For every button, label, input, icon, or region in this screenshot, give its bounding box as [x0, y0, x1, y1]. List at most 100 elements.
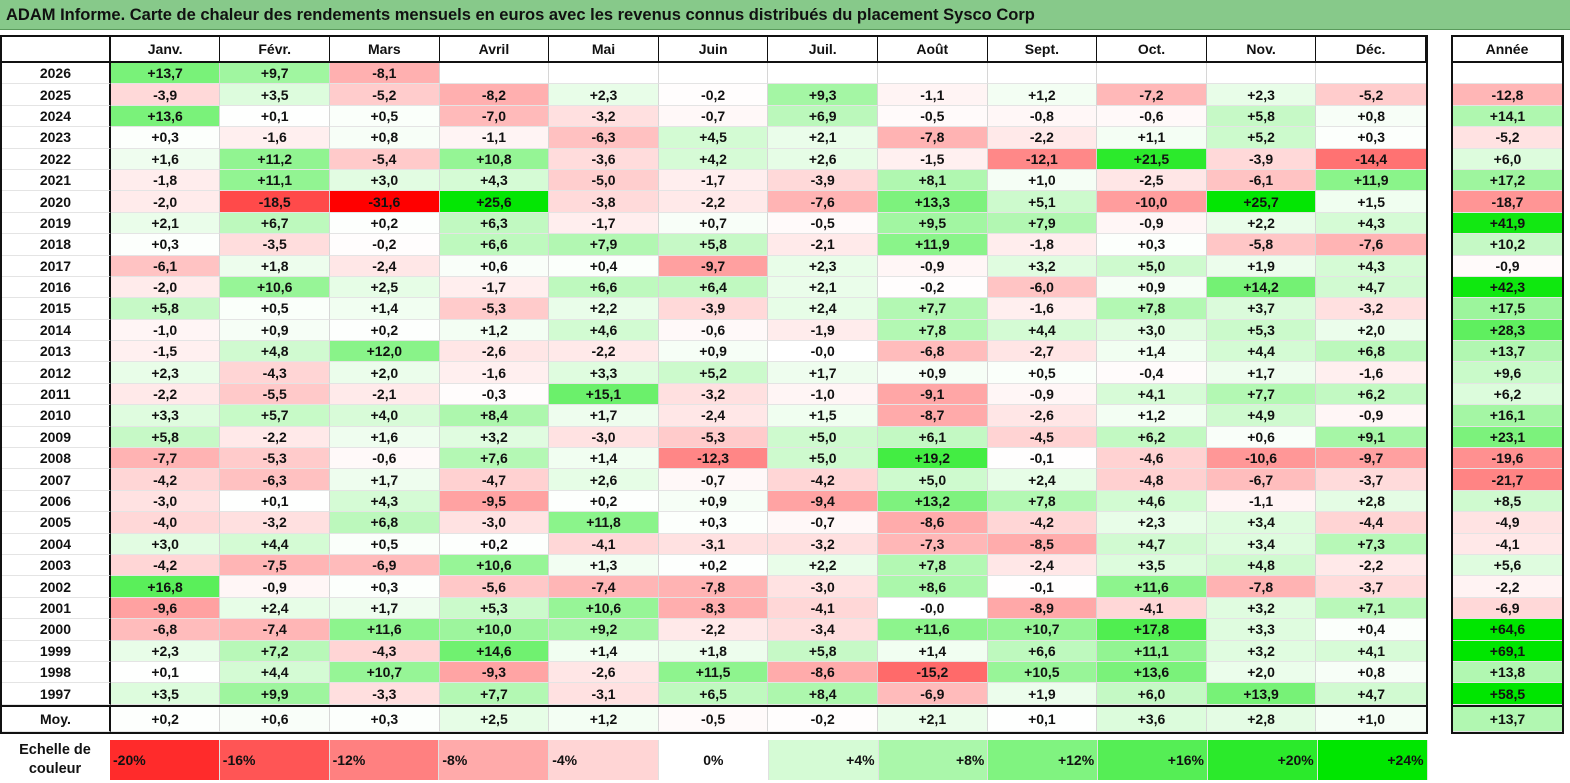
heatmap-cell: -3,5: [220, 234, 331, 256]
table-row: 2020 -2,0 -18,5 -31,6 +25,6 -3,8 -2,2 -7,6 +13,3…: [2, 191, 1426, 213]
heatmap-cell: -0,9: [987, 383, 1098, 406]
heatmap-cell: +9,2: [549, 619, 659, 641]
heatmap-cell: -2,2: [549, 341, 659, 363]
annual-cell: -18,7: [1453, 191, 1562, 213]
annual-row: -5,2: [1453, 127, 1562, 149]
year-label: 2005: [2, 512, 111, 534]
heatmap-cell: +5,0: [1097, 255, 1207, 277]
table-row: 2005 -4,0 -3,2 +6,8 -3,0 +11,8 +0,3 -0,7 -8,6 -4,…: [2, 512, 1426, 534]
heatmap-cell: -4,2: [987, 512, 1098, 534]
heatmap-cell: -3,7: [1316, 576, 1426, 598]
heatmap-cell: +10,6: [549, 597, 659, 620]
heatmap-cell: +0,6: [1206, 426, 1317, 449]
heatmap-cell: +0,9: [658, 341, 769, 363]
average-cell: +2,5: [439, 706, 550, 732]
heatmap-cell: -5,0: [549, 169, 659, 192]
annual-cell: +17,2: [1453, 169, 1562, 192]
heatmap-cell: -31,6: [330, 191, 440, 213]
heatmap-cell: -4,8: [1097, 469, 1207, 491]
table-row: 2017 -6,1 +1,8 -2,4 +0,6 +0,4 -9,7 +2,3 -0,9 +3,2…: [2, 255, 1426, 277]
heatmap-cell: +3,0: [330, 169, 440, 192]
annual-cell: +10,2: [1453, 234, 1562, 256]
annual-cell: +64,6: [1453, 619, 1562, 641]
heatmap-cell: +1,2: [439, 319, 550, 342]
heatmap-cell: +0,1: [110, 661, 221, 684]
heatmap-cell: -3,0: [549, 426, 659, 449]
heatmap-cell: +2,2: [1206, 212, 1317, 235]
year-label: 2023: [2, 127, 111, 149]
annual-cell: -21,7: [1453, 469, 1562, 491]
heatmap-cell: -0,2: [330, 234, 440, 256]
heatmap-cell: +1,4: [549, 448, 659, 470]
heatmap-cell: -2,2: [658, 619, 769, 641]
heatmap-cell: -8,5: [987, 533, 1098, 555]
annual-row: +17,5: [1453, 298, 1562, 320]
month-header: Oct.: [1097, 37, 1207, 61]
annual-row: +6,0: [1453, 148, 1562, 170]
heatmap-cell: +4,1: [1097, 383, 1207, 406]
annual-average-cell: +13,7: [1453, 706, 1562, 732]
heatmap-cell: -0,1: [987, 576, 1098, 598]
heatmap-cell: -8,3: [658, 597, 769, 620]
table-row: 2011 -2,2 -5,5 -2,1 -0,3 +15,1 -3,2 -1,0 -9,1 -0,…: [2, 383, 1426, 406]
heatmap-cell: +2,3: [1206, 84, 1317, 106]
heatmap-cell: +4,8: [1206, 554, 1317, 577]
heatmap-cell: +5,7: [220, 405, 331, 427]
heatmap-cell: +13,3: [878, 191, 988, 213]
heatmap-cell: [1316, 63, 1426, 85]
heatmap-cell: -0,9: [1097, 212, 1207, 235]
heatmap-cell: +0,2: [330, 319, 440, 342]
table-row: 2007 -4,2 -6,3 +1,7 -4,7 +2,6 -0,7 -4,2 +5,0 +2,4…: [2, 469, 1426, 491]
heatmap-cell: -1,7: [658, 169, 769, 192]
annual-row: -19,6: [1453, 448, 1562, 470]
heatmap-cell: -6,7: [1206, 469, 1317, 491]
table-row: 2001 -9,6 +2,4 +1,7 +5,3 +10,6 -8,3 -4,1 -0,0 -8,…: [2, 597, 1426, 620]
annual-average-row: +13,7: [1453, 704, 1562, 732]
heatmap-cell: -7,5: [220, 554, 331, 577]
month-header: Mars: [330, 37, 440, 61]
heatmap-cell: +5,8: [110, 426, 221, 449]
annual-row: +6,2: [1453, 383, 1562, 406]
heatmap-cell: -2,4: [987, 554, 1098, 577]
year-label: 2002: [2, 576, 111, 598]
heatmap-cell: -0,8: [987, 105, 1098, 128]
annual-cell: +8,5: [1453, 490, 1562, 513]
heatmap-cell: +6,8: [1316, 341, 1426, 363]
year-label: 2008: [2, 448, 111, 470]
heatmap-cell: +5,1: [987, 191, 1098, 213]
heatmap-cell: +6,7: [220, 212, 331, 235]
heatmap-cell: +1,7: [768, 362, 878, 384]
annual-cell: -4,9: [1453, 512, 1562, 534]
year-label: 1997: [2, 683, 111, 705]
average-cell: +1,0: [1316, 706, 1426, 732]
year-header-row: Année: [1453, 37, 1562, 63]
heatmap-cell: +21,5: [1097, 148, 1207, 170]
heatmap-cell: +13,7: [110, 63, 221, 85]
table-row: 2009 +5,8 -2,2 +1,6 +3,2 -3,0 -5,3 +5,0 +6,1 -4,5…: [2, 426, 1426, 449]
heatmap-cell: +0,9: [878, 362, 988, 384]
heatmap-cell: +15,1: [549, 383, 659, 406]
year-label: 1998: [2, 661, 111, 684]
heatmap-cell: +0,5: [987, 362, 1098, 384]
heatmap-cell: -1,8: [110, 169, 221, 192]
heatmap-cell: +3,4: [1206, 512, 1317, 534]
average-cell: +2,8: [1206, 706, 1317, 732]
average-cell: +0,3: [330, 706, 440, 732]
heatmap-cell: +3,5: [220, 84, 331, 106]
table-row: 1999 +2,3 +7,2 -4,3 +14,6 +1,4 +1,8 +5,8 +1,4 +6,…: [2, 640, 1426, 662]
heatmap-cell: -0,4: [1097, 362, 1207, 384]
heatmap-cell: [768, 63, 878, 85]
heatmap-cell: -6,8: [110, 619, 221, 641]
annual-cell: +28,3: [1453, 319, 1562, 342]
annual-row: -21,7: [1453, 469, 1562, 491]
heatmap-cell: +6,1: [878, 426, 988, 449]
heatmap-cell: -10,0: [1097, 191, 1207, 213]
legend-swatch: +8%: [878, 740, 989, 780]
month-header: Févr.: [220, 37, 331, 61]
heatmap-cell: -7,3: [878, 533, 988, 555]
heatmap-cell: +4,3: [330, 490, 440, 513]
year-label: 2011: [2, 383, 111, 406]
heatmap-cell: +11,8: [549, 512, 659, 534]
heatmap-cell: -7,6: [768, 191, 878, 213]
heatmap-cell: +1,3: [549, 554, 659, 577]
